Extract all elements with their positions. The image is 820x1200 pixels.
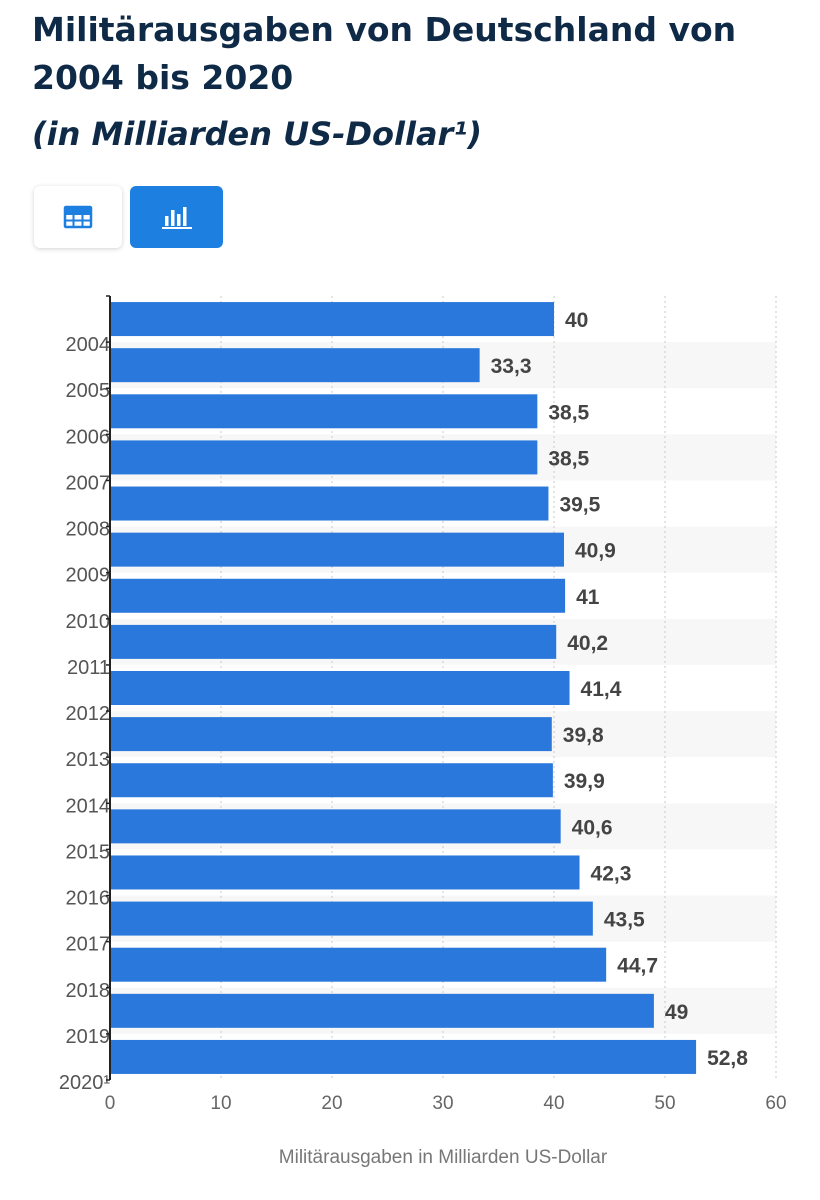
bar <box>110 947 607 982</box>
category-label: 2013 <box>66 749 111 771</box>
category-label: 2012 <box>66 703 111 725</box>
bar <box>110 901 593 936</box>
x-tick-label: 40 <box>543 1093 564 1114</box>
category-label: 2010 <box>66 611 111 633</box>
bar-value-label: 39,8 <box>563 724 604 747</box>
bar-value-label: 33,3 <box>491 355 532 378</box>
bar <box>110 855 580 890</box>
x-tick-label: 60 <box>765 1093 786 1114</box>
x-axis-title: Militärausgaben in Milliarden US-Dollar <box>279 1147 608 1168</box>
bar <box>110 1039 697 1074</box>
x-tick-label: 30 <box>432 1093 453 1114</box>
bar <box>110 486 549 521</box>
bar <box>110 763 553 798</box>
bar-chart-icon <box>161 207 192 229</box>
bar <box>110 717 552 752</box>
category-label: 2016 <box>66 888 111 910</box>
category-label: 2004 <box>66 334 111 356</box>
x-tick-label: 50 <box>654 1093 675 1114</box>
bar-value-label: 39,9 <box>564 770 605 793</box>
bar-value-label: 38,5 <box>548 447 589 470</box>
bar-value-label: 40,2 <box>567 632 608 655</box>
x-tick-label: 0 <box>105 1093 116 1114</box>
bar-value-label: 39,5 <box>559 494 600 517</box>
category-label: 2011 <box>67 657 110 679</box>
category-label: 2020¹ <box>59 1072 110 1094</box>
page-subtitle: (in Milliarden US-Dollar¹) <box>32 115 482 153</box>
table-view-button[interactable] <box>34 186 122 248</box>
category-label: 2008 <box>66 519 111 541</box>
bar-value-label: 42,3 <box>591 862 632 885</box>
bar <box>110 624 557 659</box>
category-label: 2019 <box>66 1026 111 1048</box>
table-icon <box>63 205 93 229</box>
bar <box>110 440 538 475</box>
category-label: 2006 <box>66 426 111 448</box>
bar <box>110 394 538 429</box>
category-label: 2017 <box>66 934 111 956</box>
chart-view-button[interactable] <box>130 186 223 248</box>
category-label: 2014 <box>66 795 111 817</box>
bar-value-label: 44,7 <box>617 955 658 978</box>
category-label: 2018 <box>66 980 111 1002</box>
bar-value-label: 40,6 <box>572 816 613 839</box>
bar-value-label: 40 <box>565 309 588 332</box>
bar-value-label: 38,5 <box>548 401 589 424</box>
bar-value-label: 41 <box>576 586 600 609</box>
category-label: 2015 <box>66 841 111 863</box>
bar <box>110 302 554 337</box>
bar <box>110 671 570 705</box>
bar <box>110 578 566 613</box>
category-label: 2007 <box>66 472 111 494</box>
x-tick-label: 10 <box>210 1093 231 1114</box>
bar <box>110 532 564 567</box>
bar-value-label: 49 <box>665 1001 688 1024</box>
bar <box>110 348 480 383</box>
bar-value-label: 43,5 <box>604 909 645 932</box>
bar-value-label: 41,4 <box>581 678 622 701</box>
bar-chart: 40 2004 33,3 2005 38,5 2006 38,5 2007 39,5 2008 40… <box>59 295 787 1168</box>
page-title: Militärausgaben von Deutschland von 2004… <box>32 10 737 97</box>
bar <box>110 993 654 1028</box>
category-label: 2009 <box>66 565 111 587</box>
bar-value-label: 52,8 <box>707 1047 748 1070</box>
category-label: 2005 <box>66 380 111 402</box>
bar-value-label: 40,9 <box>575 540 616 563</box>
x-tick-label: 20 <box>321 1093 342 1114</box>
bar <box>110 809 561 844</box>
